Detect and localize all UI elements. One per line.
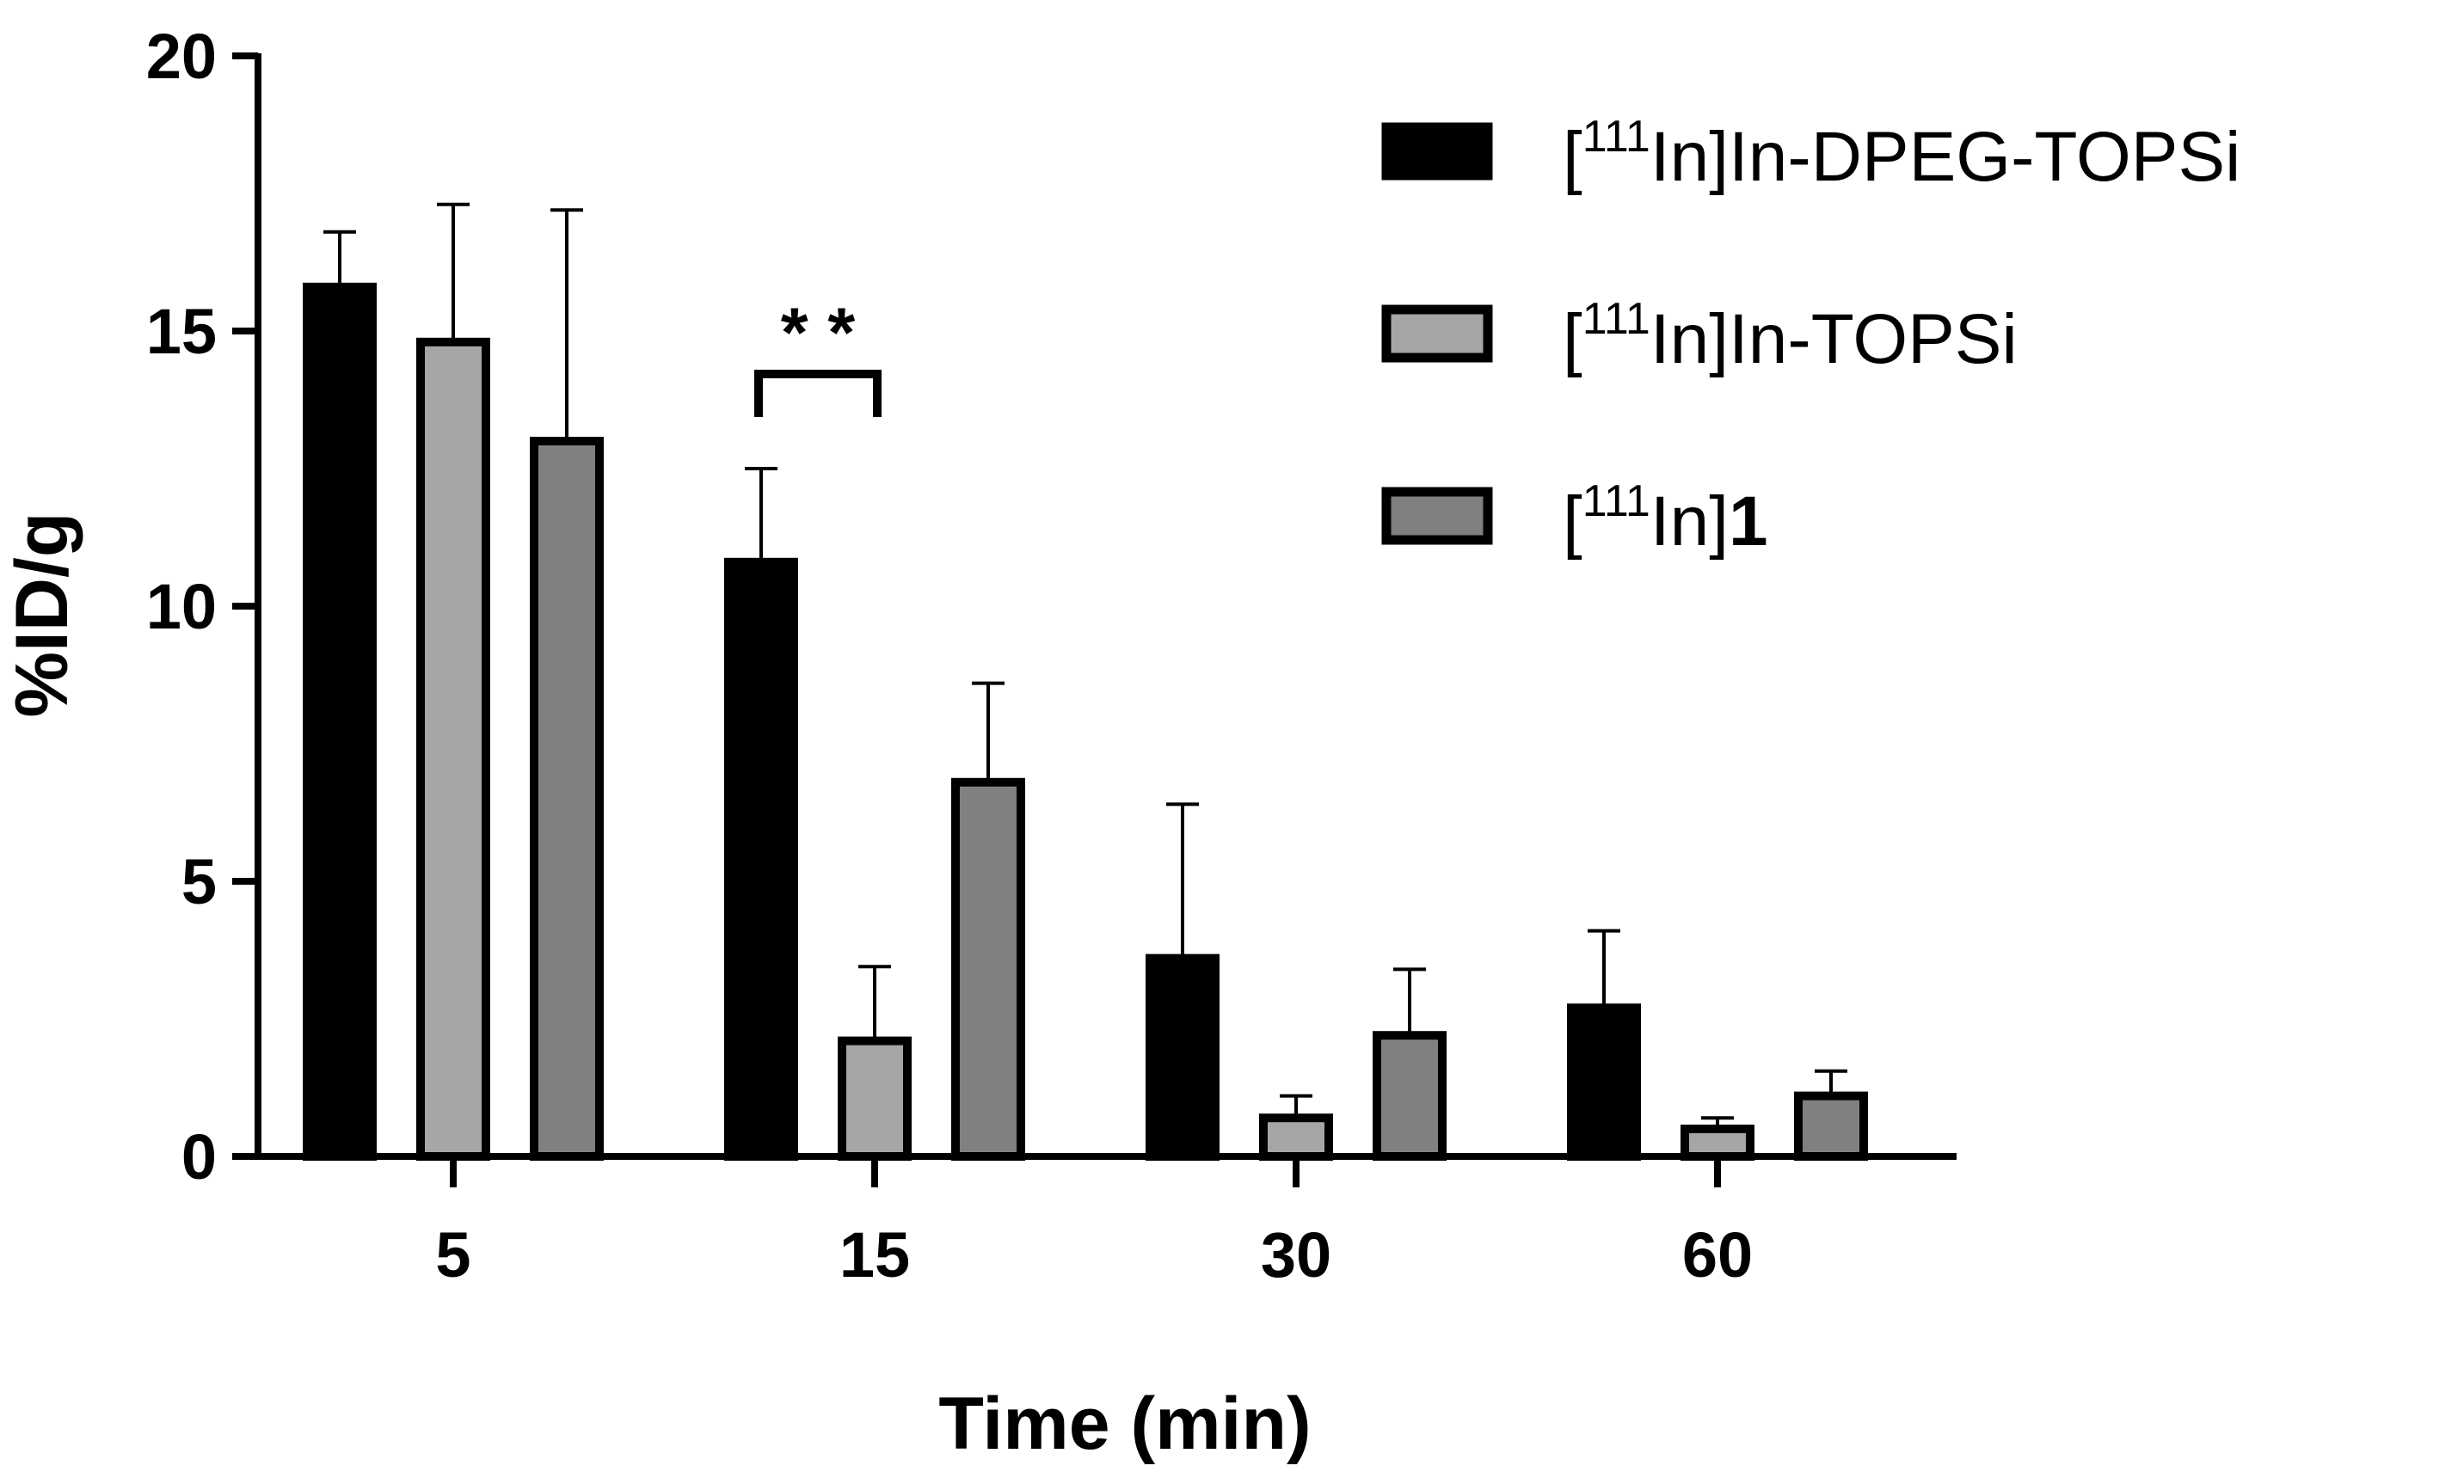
significance-stars: * *	[781, 294, 856, 372]
y-axis: 0 5 10 15 20	[146, 21, 261, 1193]
significance-annotation: * *	[754, 294, 882, 417]
y-tick-label: 0	[181, 1121, 217, 1193]
legend-label: [111In]In-DPEG-TOPSi	[1563, 112, 2240, 196]
bar	[1794, 1091, 1868, 1161]
legend: [111In]In-DPEG-TOPSi [111In]In-TOPSi [111I…	[1381, 112, 2240, 561]
bar	[303, 282, 377, 1161]
x-tick-label: 5	[435, 1219, 470, 1291]
bar	[530, 437, 604, 1161]
significance-bracket	[754, 370, 882, 417]
legend-label: [111In]In-TOPSi	[1563, 294, 2018, 378]
x-tick-label: 30	[1261, 1219, 1331, 1291]
bar	[1681, 1125, 1754, 1161]
legend-swatch	[1381, 122, 1493, 181]
y-tick-label: 10	[146, 571, 217, 642]
bar	[1567, 1003, 1641, 1161]
x-axis-title: Time (min)	[938, 1383, 1311, 1465]
legend-swatch	[1381, 487, 1493, 545]
y-tick-label: 20	[146, 21, 217, 92]
legend-swatch	[1381, 304, 1493, 363]
bar	[951, 777, 1025, 1161]
bar	[1259, 1113, 1333, 1161]
bar	[416, 337, 490, 1161]
x-tick-label: 15	[839, 1219, 910, 1291]
y-tick-label: 5	[181, 846, 217, 917]
x-tick-label: 60	[1682, 1219, 1753, 1291]
y-tick-label: 15	[146, 296, 217, 367]
bar	[724, 557, 798, 1161]
bar	[1373, 1031, 1447, 1161]
bar	[838, 1036, 912, 1161]
legend-label: [111In]1	[1563, 476, 1768, 561]
plot-area	[303, 202, 1868, 1161]
y-axis-title: %ID/g	[1, 512, 83, 718]
bar	[1146, 954, 1220, 1161]
x-axis: 5 15 30 60	[255, 1153, 1957, 1291]
